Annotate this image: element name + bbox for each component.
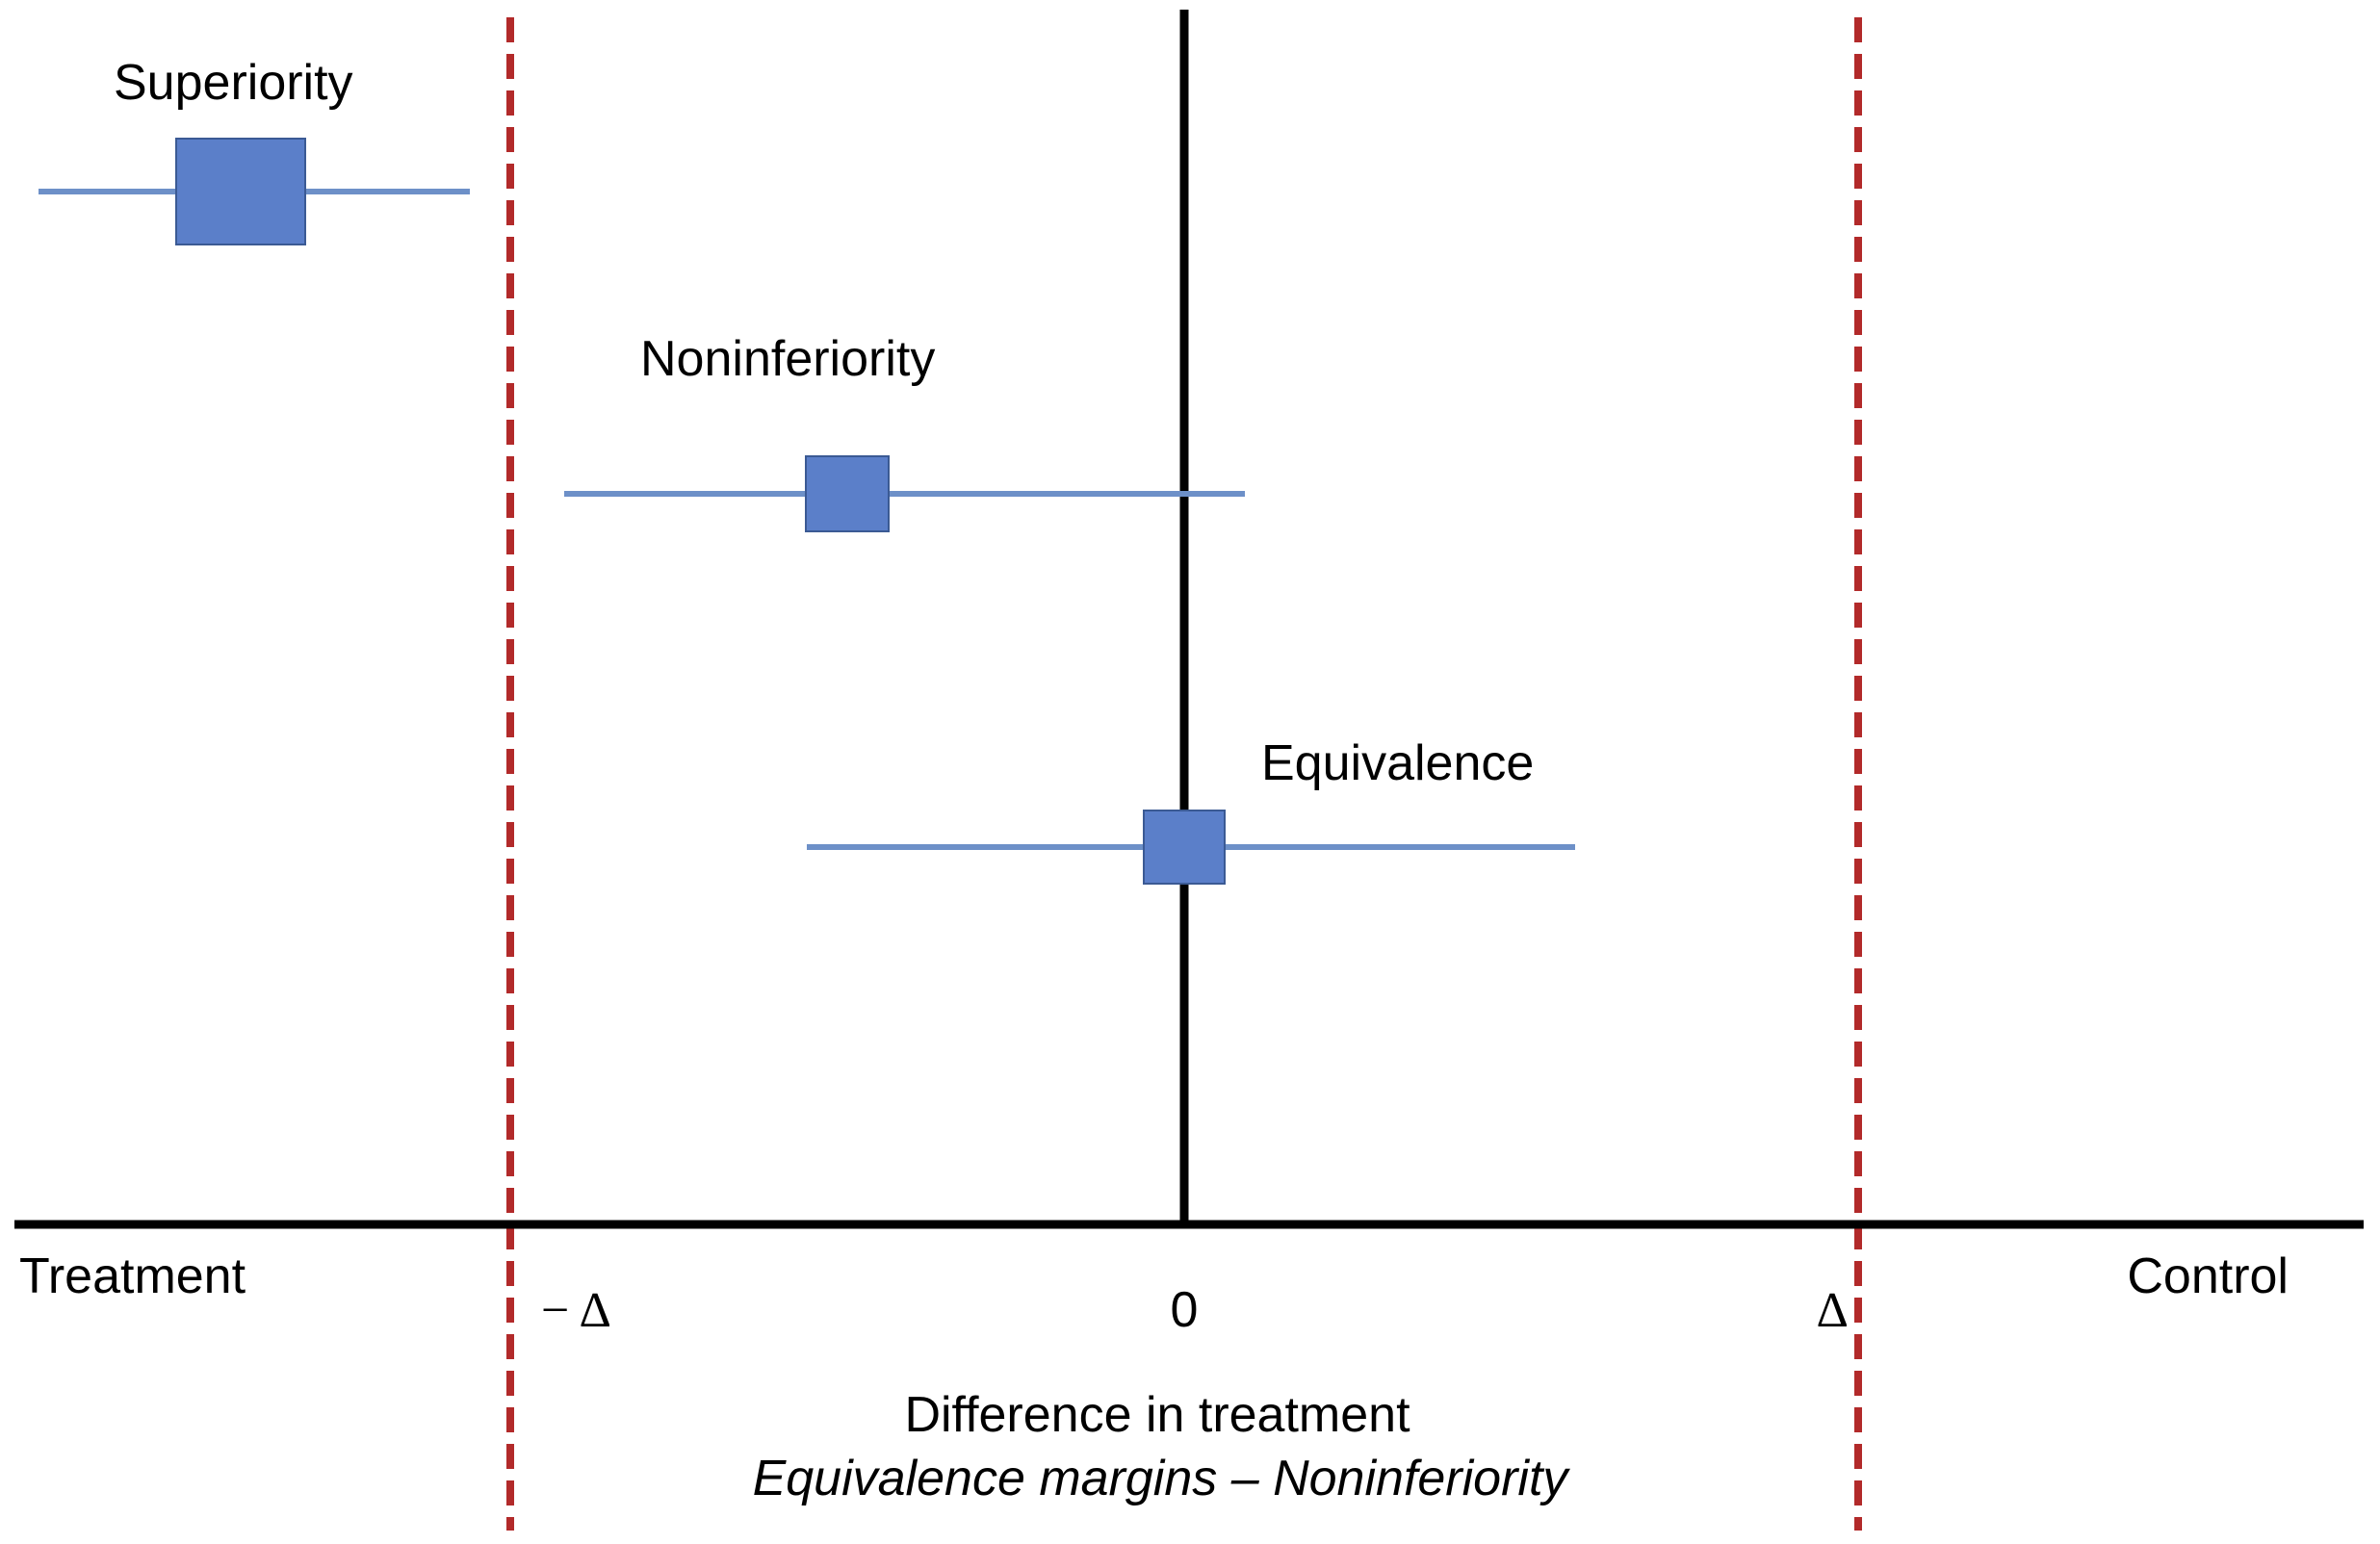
tick-label-upper-margin: Δ: [1817, 1283, 1849, 1338]
control-label: Control: [2127, 1248, 2289, 1304]
treatment-label: Treatment: [19, 1248, 246, 1304]
equivalence-point-estimate: [1143, 810, 1226, 885]
superiority-point-estimate: [175, 138, 306, 245]
study-rows: Superiority Noninferiority Equivalence: [39, 55, 1575, 885]
equivalence-label: Equivalence: [1261, 735, 1534, 791]
axis-title: Difference in treatment: [904, 1387, 1410, 1443]
tick-label-lower-margin: − Δ: [541, 1283, 611, 1338]
axis-subtitle: Equivalence margins – Noninferiority: [753, 1451, 1571, 1506]
tick-label-zero: 0: [1171, 1282, 1199, 1338]
superiority-label: Superiority: [114, 55, 353, 111]
noninferiority-label: Noninferiority: [640, 331, 935, 387]
noninferiority-point-estimate: [805, 455, 890, 532]
